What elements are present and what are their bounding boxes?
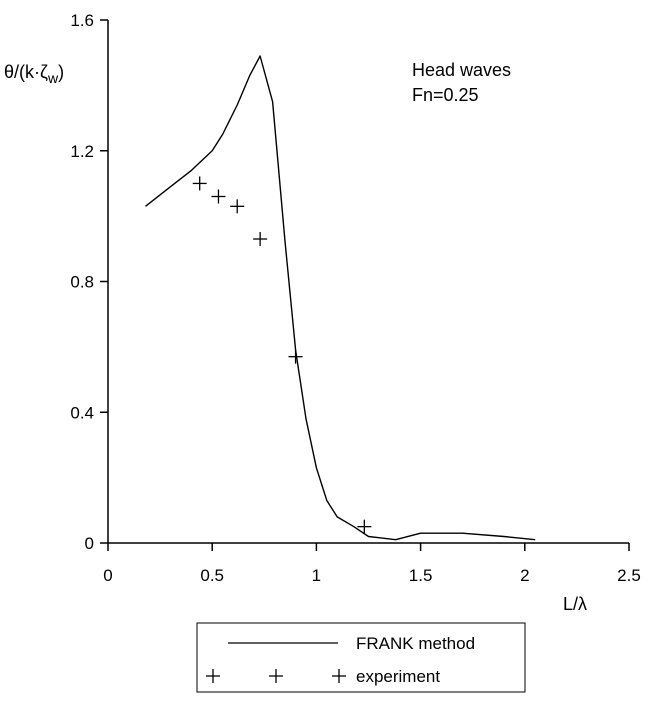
y-tick-label: 0.8	[70, 273, 94, 292]
legend-label-frank: FRANK method	[356, 634, 475, 653]
x-axis-title: L/λ	[563, 594, 587, 614]
legend: FRANK method experiment	[196, 622, 526, 693]
legend-label-experiment: experiment	[356, 667, 440, 686]
experiment-point	[211, 189, 226, 204]
experiment-point	[192, 176, 207, 191]
x-ticks: 0 0.5 1 1.5 2 2.5	[103, 543, 641, 585]
legend-box	[196, 622, 526, 693]
x-tick-label: 2	[520, 566, 529, 585]
plot-area	[145, 55, 536, 541]
y-tick-label: 0	[85, 534, 94, 553]
x-tick-label: 2.5	[617, 566, 641, 585]
annotations: Head waves Fn=0.25	[412, 60, 511, 105]
y-axis: 0 0.4 0.8 1.2 1.6 θ/(k·ζw)	[4, 11, 109, 553]
experiment-point	[253, 232, 268, 247]
series-frank-line	[145, 55, 536, 541]
x-tick-label: 1.5	[409, 566, 433, 585]
experiment-point	[230, 199, 245, 214]
experiment-point	[357, 519, 372, 534]
experiment-point	[288, 349, 303, 364]
annotation-froude: Fn=0.25	[412, 85, 479, 105]
y-tick-label: 1.2	[70, 142, 94, 161]
annotation-condition: Head waves	[412, 60, 511, 80]
x-axis: 0 0.5 1 1.5 2 2.5 L/λ	[103, 542, 641, 614]
x-tick-label: 1	[312, 566, 321, 585]
legend-marker-swatch	[206, 669, 346, 683]
y-axis-title: θ/(k·ζw)	[4, 62, 64, 86]
y-ticks: 0 0.4 0.8 1.2 1.6	[70, 11, 108, 553]
y-axis-title-subscript: w	[47, 70, 59, 86]
x-tick-label: 0.5	[200, 566, 224, 585]
y-tick-label: 0.4	[70, 403, 94, 422]
y-tick-label: 1.6	[70, 11, 94, 30]
x-tick-label: 0	[103, 566, 112, 585]
